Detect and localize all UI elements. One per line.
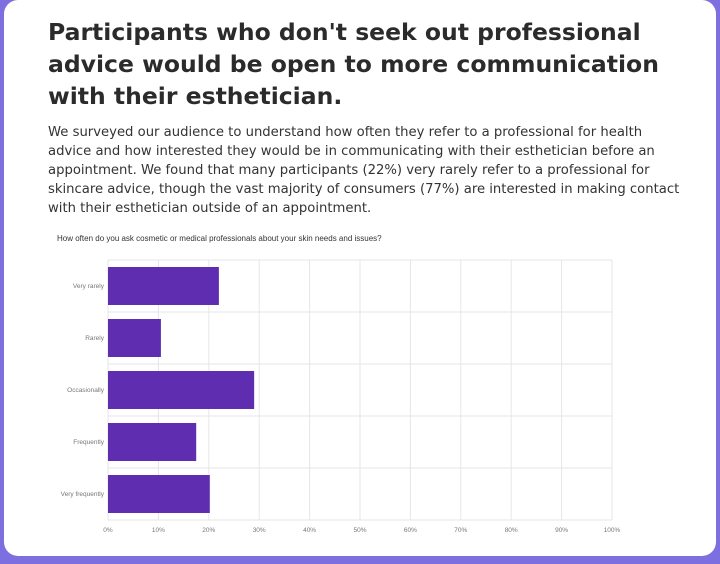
x-tick-label: 40%	[303, 527, 316, 534]
x-tick-label: 100%	[604, 527, 621, 534]
bar	[108, 423, 197, 461]
x-tick-label: 0%	[103, 527, 113, 534]
chart-title: How often do you ask cosmetic or medical…	[57, 234, 382, 243]
x-tick-label: 90%	[555, 527, 568, 534]
body-text: We surveyed our audience to understand h…	[48, 125, 680, 216]
y-category-label: Occasionally	[67, 387, 105, 394]
x-tick-label: 20%	[202, 527, 215, 534]
y-category-label: Very frequently	[61, 491, 105, 498]
x-tick-label: 30%	[253, 527, 266, 534]
x-tick-label: 10%	[152, 527, 165, 534]
bar	[108, 475, 210, 513]
y-category-label: Rarely	[85, 335, 105, 342]
bar	[108, 319, 161, 357]
x-tick-label: 80%	[505, 527, 518, 534]
bar	[108, 371, 255, 409]
x-tick-label: 50%	[353, 527, 366, 534]
y-category-label: Frequently	[73, 439, 104, 446]
x-tick-label: 60%	[404, 527, 417, 534]
x-tick-label: 70%	[454, 527, 467, 534]
y-category-label: Very rarely	[73, 283, 105, 290]
headline: Participants who don't seek out professi…	[48, 18, 659, 110]
bar	[108, 267, 219, 305]
